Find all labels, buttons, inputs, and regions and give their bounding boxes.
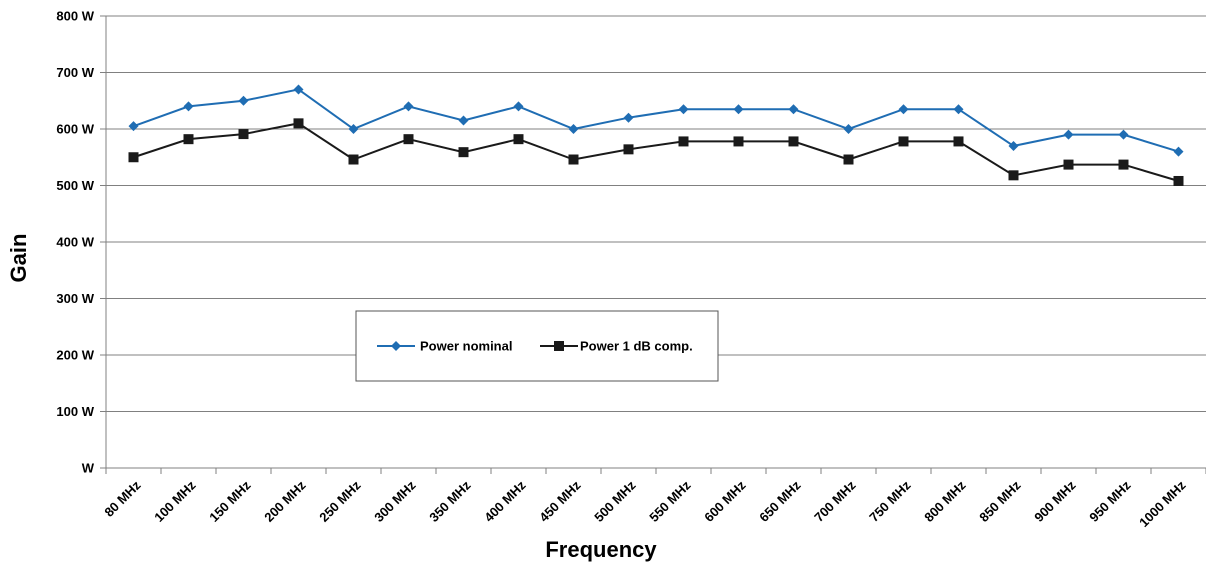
y-axis-title: Gain [6, 234, 31, 283]
x-tick-label: 300 MHz [371, 477, 419, 525]
x-tick-label: 700 MHz [811, 477, 859, 525]
y-tick-label: 100 W [56, 404, 94, 419]
y-tick-label: 300 W [56, 291, 94, 306]
x-axis-ticks: 80 MHz 100 MHz 150 MHz 200 MHz 250 MHz 300 MH… [101, 468, 1206, 530]
data-point-marker [568, 154, 579, 165]
x-tick-label: 80 MHz [101, 477, 144, 520]
data-point-marker [128, 121, 139, 132]
data-point-marker [238, 95, 249, 106]
data-point-marker [348, 154, 359, 165]
x-tick-label: 100 MHz [151, 477, 199, 525]
data-point-marker [128, 152, 139, 163]
y-tick-label: W [82, 461, 95, 476]
series-2 [128, 118, 1184, 186]
data-point-marker [898, 104, 909, 115]
y-tick-label: 800 W [56, 9, 94, 24]
series-1 [128, 84, 1184, 157]
data-point-marker [403, 134, 414, 145]
y-tick-label: 600 W [56, 122, 94, 137]
x-tick-label: 1000 MHz [1136, 477, 1189, 530]
y-tick-label: 400 W [56, 235, 94, 250]
data-point-marker [733, 104, 744, 115]
y-axis-ticks: W 100 W 200 W 300 W 400 W 500 W 600 W 700 W 800 … [56, 9, 106, 476]
data-point-marker [183, 134, 194, 145]
data-point-marker [1008, 170, 1019, 181]
data-point-marker [391, 341, 401, 351]
data-point-marker [623, 112, 634, 123]
y-tick-label: 500 W [56, 178, 94, 193]
x-tick-label: 650 MHz [756, 477, 804, 525]
data-point-marker [843, 124, 854, 134]
y-tick-label: 700 W [56, 65, 94, 80]
data-point-marker [623, 144, 634, 155]
data-point-marker [238, 129, 249, 140]
x-tick-label: 450 MHz [536, 477, 584, 525]
x-axis-title: Frequency [545, 537, 657, 562]
x-tick-label: 400 MHz [481, 477, 529, 525]
data-point-marker [788, 104, 799, 115]
data-point-marker [1118, 159, 1129, 170]
x-tick-label: 350 MHz [426, 477, 474, 525]
data-point-marker [1063, 159, 1074, 170]
data-point-marker [403, 101, 414, 112]
series-line [133, 122, 1179, 182]
x-tick-label: 750 MHz [866, 477, 914, 525]
x-tick-label: 800 MHz [921, 477, 969, 525]
legend-item: Power nominal [377, 339, 512, 354]
data-point-marker [678, 104, 689, 115]
series-line [133, 88, 1179, 153]
x-tick-label: 950 MHz [1086, 477, 1134, 525]
x-tick-label: 900 MHz [1031, 477, 1079, 525]
data-point-marker [953, 136, 964, 147]
data-point-marker [678, 136, 689, 147]
data-point-marker [1118, 129, 1129, 140]
data-point-marker [1173, 146, 1184, 157]
data-point-marker [513, 134, 524, 145]
legend-label: Power 1 dB comp. [580, 339, 693, 354]
data-point-marker [1063, 129, 1074, 140]
x-tick-label: 500 MHz [591, 477, 639, 525]
data-point-marker [898, 136, 909, 147]
data-point-marker [554, 341, 564, 351]
data-point-marker [513, 101, 524, 112]
x-tick-label: 550 MHz [646, 477, 694, 525]
data-point-marker [953, 104, 964, 115]
data-point-marker [843, 154, 854, 165]
x-tick-label: 600 MHz [701, 477, 749, 525]
data-point-marker [458, 115, 469, 126]
legend: Power nominal Power 1 dB comp. [355, 310, 719, 382]
data-point-marker [348, 124, 359, 134]
data-point-marker [733, 136, 744, 147]
data-point-marker [568, 124, 579, 134]
data-point-marker [293, 84, 304, 95]
legend-item: Power 1 dB comp. [540, 339, 693, 354]
data-point-marker [1173, 175, 1184, 186]
x-tick-label: 250 MHz [316, 477, 364, 525]
data-point-marker [1008, 140, 1019, 151]
data-point-marker [183, 101, 194, 112]
data-point-marker [293, 118, 304, 129]
x-tick-label: 200 MHz [261, 477, 309, 525]
x-tick-label: 150 MHz [206, 477, 254, 525]
x-tick-label: 850 MHz [976, 477, 1024, 525]
legend-box [355, 310, 719, 382]
data-point-marker [788, 136, 799, 147]
y-tick-label: 200 W [56, 348, 94, 363]
series-group [128, 84, 1184, 186]
legend-label: Power nominal [420, 339, 512, 354]
data-point-marker [458, 147, 469, 158]
grid-lines [106, 15, 1206, 412]
